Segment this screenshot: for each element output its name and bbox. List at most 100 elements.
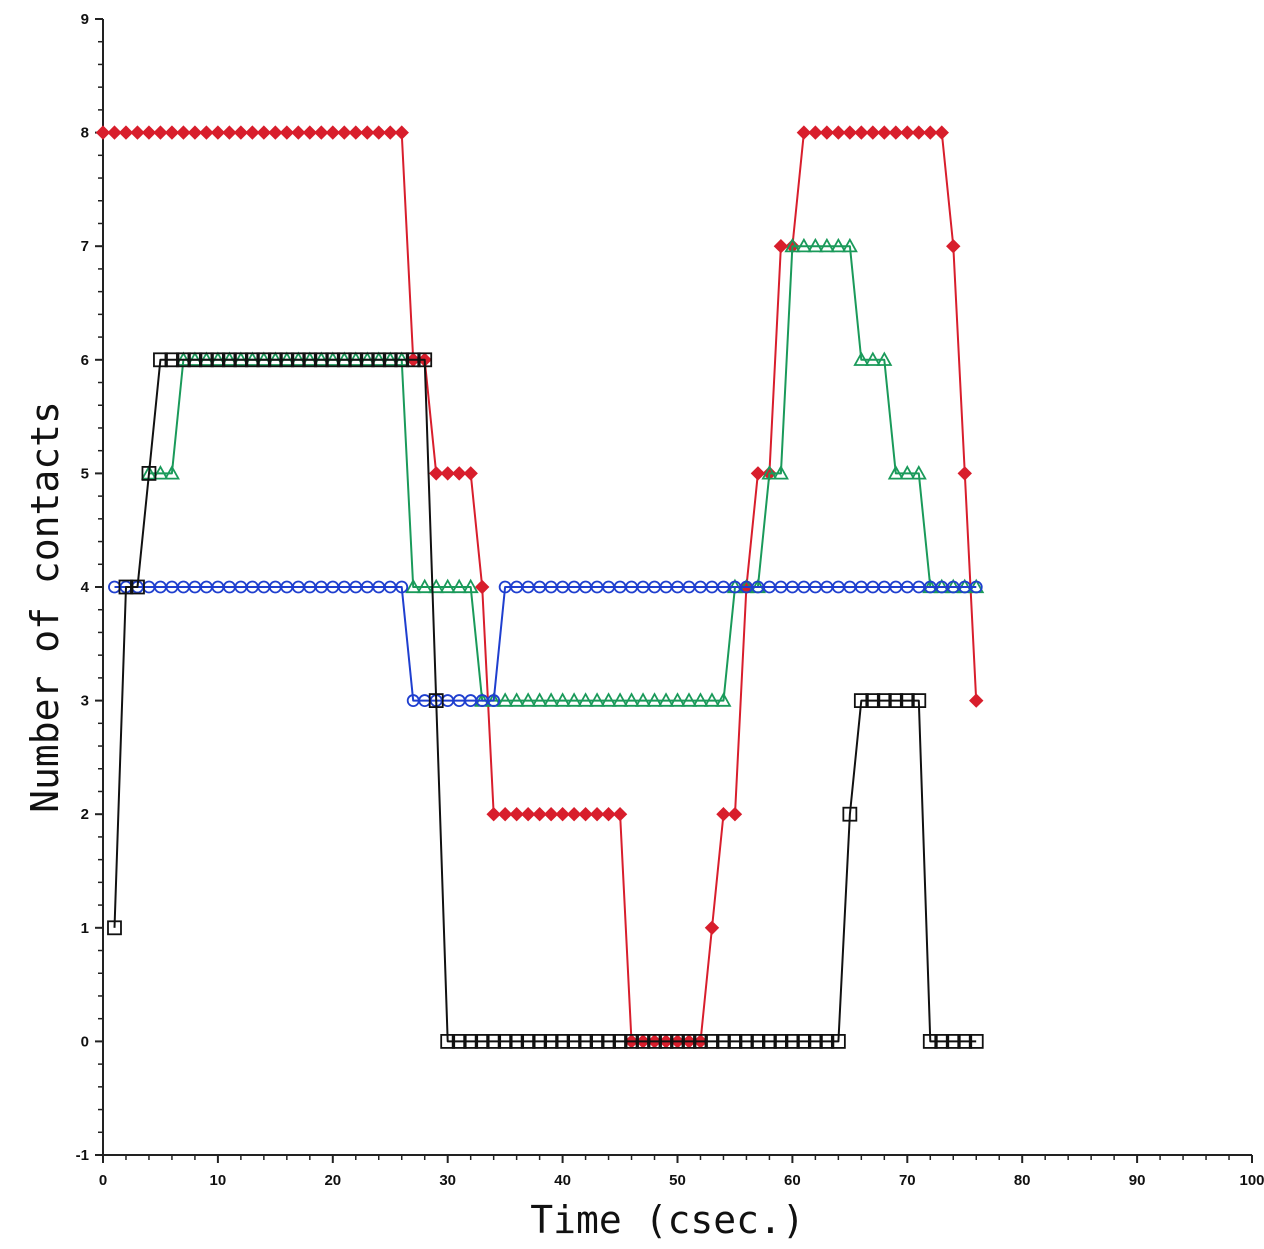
data-point-triangle <box>703 692 720 707</box>
data-point-triangle <box>680 692 698 707</box>
data-point-diamond <box>233 125 249 140</box>
data-point-diamond <box>429 466 444 481</box>
data-point-square <box>934 1034 950 1049</box>
x-tick-label: 40 <box>554 1172 571 1189</box>
data-point-diamond <box>911 125 926 140</box>
data-point-square <box>589 1034 605 1049</box>
data-point-triangle <box>772 465 789 480</box>
data-point-triangle <box>405 578 422 594</box>
data-point-diamond <box>532 806 547 822</box>
data-point-square <box>945 1034 961 1049</box>
data-point-triangle <box>841 237 858 253</box>
data-point-square <box>187 352 203 368</box>
data-point-triangle <box>657 692 675 707</box>
data-point-square <box>520 1034 536 1049</box>
data-point-square <box>336 352 352 368</box>
data-point-triangle <box>761 465 778 480</box>
data-point-triangle <box>910 465 927 480</box>
data-point-diamond <box>566 806 582 822</box>
data-point-square <box>842 806 858 822</box>
data-point-square <box>876 693 892 708</box>
data-point-square <box>428 693 444 708</box>
data-point-diamond <box>371 125 386 140</box>
y-tick-label: 3 <box>81 693 89 710</box>
data-point-diamond <box>796 125 812 140</box>
data-point-diamond <box>463 466 478 481</box>
series-group <box>95 125 985 1049</box>
data-point-triangle <box>416 578 433 594</box>
y-axis-title: Number of contacts <box>23 401 67 813</box>
data-point-diamond <box>245 125 260 140</box>
data-point-diamond <box>176 125 191 140</box>
series-square <box>107 352 984 1049</box>
data-point-square <box>968 1034 984 1049</box>
data-point-diamond <box>486 806 501 822</box>
data-point-square <box>141 465 157 481</box>
data-point-diamond <box>727 806 743 822</box>
data-point-square <box>417 352 433 368</box>
x-tick-label: 100 <box>1239 1172 1264 1189</box>
data-point-triangle <box>497 692 514 707</box>
data-point-square <box>785 1034 800 1049</box>
data-point-diamond <box>291 125 306 140</box>
y-tick-label: 9 <box>81 11 89 28</box>
data-point-diamond <box>256 125 272 140</box>
data-point-square <box>704 1034 720 1049</box>
data-point-square <box>762 1034 777 1049</box>
data-point-triangle <box>715 692 732 707</box>
data-point-square <box>635 1034 651 1049</box>
data-point-diamond <box>578 806 593 822</box>
data-point-square <box>739 1034 754 1049</box>
data-point-triangle <box>830 237 847 253</box>
x-tick-label: 30 <box>439 1172 456 1189</box>
data-point-diamond <box>601 806 616 822</box>
data-point-triangle <box>451 578 468 594</box>
data-point-triangle <box>589 692 606 707</box>
data-point-square <box>693 1034 708 1049</box>
data-point-triangle <box>543 692 560 707</box>
data-point-diamond <box>520 806 536 822</box>
data-point-triangle <box>554 692 571 707</box>
data-point-square <box>382 352 398 368</box>
data-point-diamond <box>934 125 949 140</box>
data-point-square <box>796 1034 812 1049</box>
data-point-square <box>773 1034 789 1049</box>
series-line-triangle <box>149 245 977 702</box>
data-point-diamond <box>555 806 570 822</box>
data-point-square <box>509 1034 525 1049</box>
data-point-triangle <box>635 692 652 707</box>
data-point-square <box>256 352 272 368</box>
data-point-diamond <box>831 125 846 140</box>
data-point-circle <box>969 580 983 594</box>
data-point-diamond <box>854 125 869 140</box>
data-point-square <box>325 352 341 368</box>
data-point-triangle <box>612 692 629 707</box>
data-point-square <box>865 693 881 708</box>
data-point-square <box>612 1034 628 1049</box>
data-point-diamond <box>164 125 180 140</box>
data-point-diamond <box>612 806 628 822</box>
data-point-diamond <box>394 125 409 140</box>
data-point-square <box>624 1034 639 1049</box>
data-point-diamond <box>589 806 605 822</box>
data-point-circle <box>487 694 501 708</box>
data-point-square <box>497 1034 513 1049</box>
data-point-square <box>807 1034 823 1049</box>
data-point-diamond <box>325 125 341 140</box>
series-triangle <box>140 237 985 707</box>
data-point-square <box>555 1034 570 1049</box>
data-point-diamond <box>842 125 858 140</box>
x-tick-label: 10 <box>210 1172 227 1189</box>
data-point-square <box>267 352 283 368</box>
data-point-diamond <box>509 806 524 822</box>
x-tick-label: 90 <box>1129 1172 1146 1189</box>
data-point-square <box>566 1034 582 1049</box>
data-point-diamond <box>716 806 731 822</box>
data-point-square <box>371 352 387 368</box>
data-point-diamond <box>865 125 881 140</box>
data-point-square <box>853 693 869 708</box>
x-axis-title: Time (csec.) <box>530 1198 805 1242</box>
data-point-square <box>819 1034 835 1049</box>
data-point-square <box>474 1034 490 1049</box>
data-point-diamond <box>543 806 559 822</box>
